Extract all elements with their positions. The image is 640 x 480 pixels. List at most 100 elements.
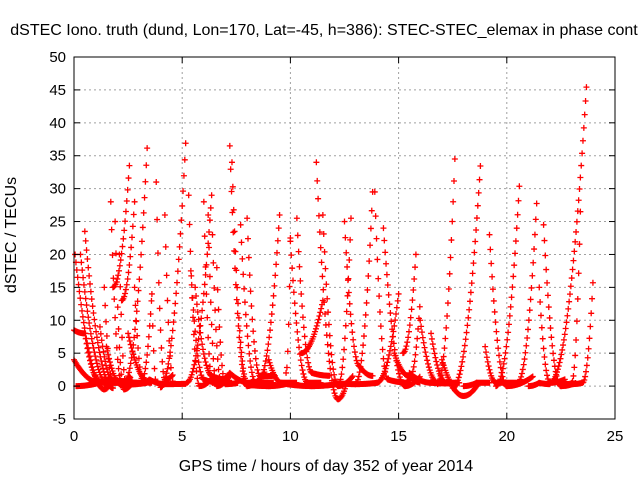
data-point-marker	[573, 218, 580, 225]
data-point-marker	[358, 357, 365, 364]
pass-41	[298, 297, 326, 357]
data-point-marker	[95, 344, 102, 351]
data-point-marker	[295, 336, 302, 343]
data-point-marker	[275, 225, 282, 232]
data-point-marker	[119, 334, 126, 341]
data-point-marker	[439, 359, 446, 366]
data-point-marker	[112, 314, 119, 321]
data-point-marker	[491, 308, 498, 315]
data-point-marker	[510, 273, 517, 280]
data-point-marker	[115, 365, 122, 372]
data-point-marker	[357, 363, 364, 370]
chart-title: dSTEC Iono. truth (dund, Lon=170, Lat=-4…	[10, 22, 638, 39]
data-point-marker	[127, 341, 134, 348]
data-point-marker	[206, 217, 213, 224]
data-point-marker	[405, 334, 412, 341]
data-point-marker	[235, 300, 242, 307]
data-point-marker	[111, 296, 118, 303]
pass-59	[449, 163, 484, 392]
data-point-marker	[365, 273, 372, 280]
data-point-marker	[135, 345, 142, 352]
data-point-marker	[120, 366, 127, 373]
data-point-marker	[272, 272, 279, 279]
data-point-marker	[268, 311, 275, 318]
data-point-marker	[573, 337, 580, 344]
data-point-marker	[499, 369, 506, 376]
data-point-marker	[188, 281, 195, 288]
data-point-marker	[563, 319, 570, 326]
data-point-marker	[342, 322, 349, 329]
data-point-marker	[142, 178, 149, 185]
data-point-marker	[116, 344, 123, 351]
data-point-marker	[108, 226, 115, 233]
data-point-marker	[341, 335, 348, 342]
data-point-marker	[483, 354, 490, 361]
data-point-marker	[587, 323, 594, 330]
data-point-marker	[476, 176, 483, 183]
data-point-marker	[86, 353, 93, 360]
data-point-marker	[125, 330, 132, 337]
data-point-marker	[440, 353, 447, 360]
data-point-marker	[119, 243, 126, 250]
data-point-marker	[299, 303, 306, 310]
data-point-marker	[196, 364, 203, 371]
data-point-marker	[180, 188, 187, 195]
data-point-marker	[386, 351, 393, 358]
data-point-marker	[101, 284, 108, 291]
data-point-marker	[176, 243, 183, 250]
data-point-marker	[446, 270, 453, 277]
data-point-marker	[112, 218, 119, 225]
data-point-marker	[89, 363, 96, 370]
data-point-marker	[525, 317, 532, 324]
data-point-marker	[570, 257, 577, 264]
data-point-marker	[296, 263, 303, 270]
data-point-marker	[376, 308, 383, 315]
data-point-marker	[262, 358, 269, 365]
data-point-marker	[267, 327, 274, 334]
data-point-marker	[380, 225, 387, 232]
data-point-marker	[351, 349, 358, 356]
data-point-marker	[558, 351, 565, 358]
pass-31	[228, 159, 277, 386]
data-point-marker	[568, 275, 575, 282]
data-point-marker	[260, 366, 267, 373]
data-point-marker	[450, 198, 457, 205]
data-point-marker	[374, 256, 381, 263]
data-point-marker	[217, 339, 224, 346]
data-point-marker	[295, 248, 302, 255]
data-point-marker	[369, 372, 376, 379]
data-point-marker	[430, 345, 437, 352]
data-point-marker	[573, 228, 580, 235]
data-point-marker	[298, 291, 305, 298]
data-point-marker	[363, 299, 370, 306]
data-point-marker	[433, 358, 440, 365]
data-point-marker	[472, 238, 479, 245]
data-point-marker	[122, 218, 129, 225]
plot-frame	[73, 56, 616, 420]
data-point-marker	[191, 318, 198, 325]
data-point-marker	[577, 208, 584, 215]
data-point-marker	[386, 301, 393, 308]
data-point-marker	[273, 249, 280, 256]
data-point-marker	[194, 375, 201, 382]
data-point-marker	[137, 264, 144, 271]
data-point-marker	[80, 274, 87, 281]
pass-26	[205, 211, 233, 390]
data-point-marker	[241, 370, 248, 377]
data-point-marker	[589, 279, 596, 286]
data-point-marker	[564, 312, 571, 319]
data-point-marker	[317, 309, 324, 316]
data-point-marker	[135, 287, 142, 294]
data-point-marker	[126, 365, 133, 372]
data-point-marker	[444, 313, 451, 320]
data-point-marker	[141, 370, 148, 377]
data-point-marker	[570, 372, 577, 379]
data-point-marker	[291, 300, 298, 307]
data-point-marker	[324, 295, 331, 302]
data-point-marker	[424, 357, 431, 364]
data-point-marker	[116, 267, 123, 274]
data-point-marker	[117, 283, 124, 290]
pass-1	[72, 251, 114, 393]
data-point-marker	[584, 354, 591, 361]
data-point-marker	[150, 347, 157, 354]
